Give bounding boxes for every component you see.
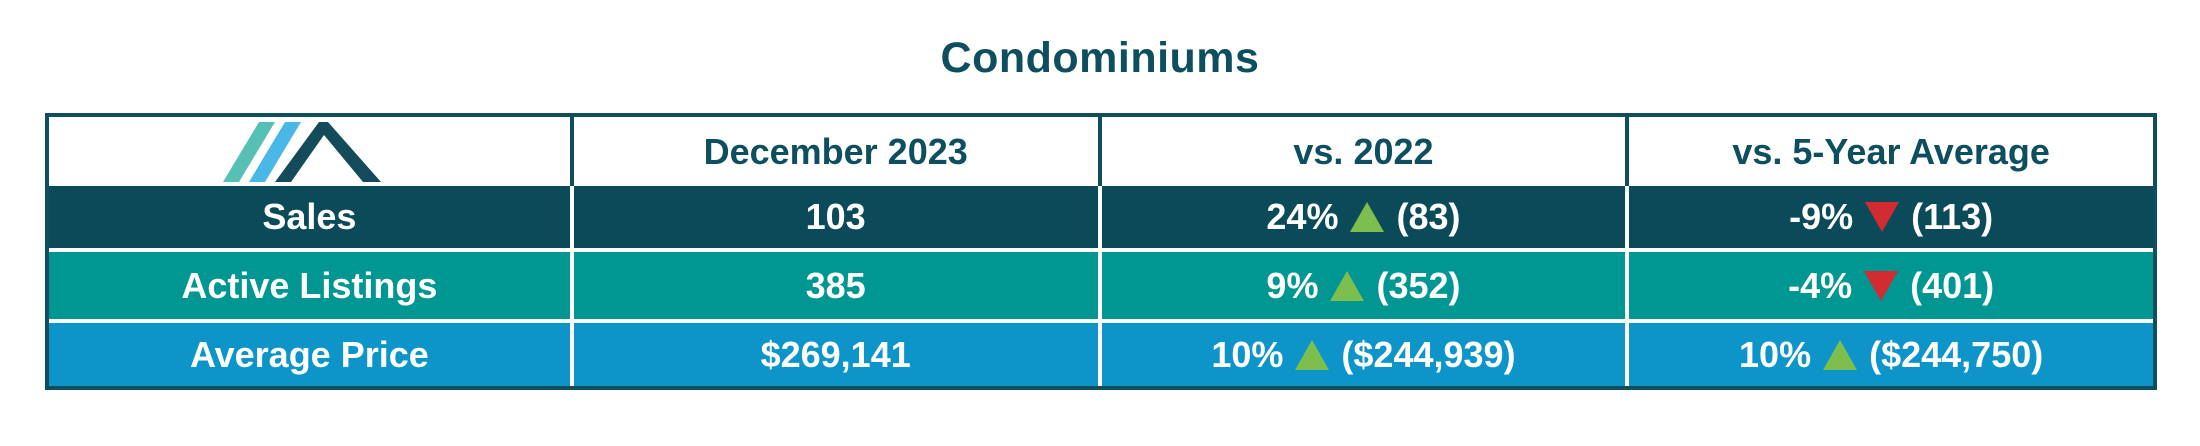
average-price-current-value: $269,141 bbox=[569, 323, 1098, 386]
active-listings-vs-2022-cell: 9% (352) bbox=[1097, 252, 1626, 319]
average-price-vs-5yr-cell: 10% ($244,750) bbox=[1625, 323, 2153, 386]
active-listings-current-value: 385 bbox=[569, 252, 1098, 319]
sales-current-value: 103 bbox=[569, 186, 1098, 248]
reference-value: (113) bbox=[1911, 196, 1994, 237]
active-listings-vs-5yr-cell: -4% (401) bbox=[1625, 252, 2153, 319]
stats-table: December 2023 vs. 2022 vs. 5-Year Averag… bbox=[45, 113, 2157, 390]
percent-change: 10% bbox=[1739, 333, 1812, 375]
reference-value: (352) bbox=[1376, 264, 1461, 306]
trend-down-icon bbox=[1865, 202, 1900, 232]
percent-change: 10% bbox=[1211, 333, 1284, 375]
row-label: Sales bbox=[262, 196, 357, 237]
sales-vs-5yr-cell: -9% (113) bbox=[1625, 186, 2153, 248]
sales-vs-2022-cell: 24% (83) bbox=[1097, 186, 1626, 248]
average-price-vs-2022-cell: 10% ($244,939) bbox=[1097, 323, 1626, 386]
table-row-sales: Sales 103 24% (83) -9% (113) bbox=[49, 186, 2153, 248]
column-header-vs-5-year-average: vs. 5-Year Average bbox=[1625, 117, 2153, 186]
mountain-roof-logo-icon bbox=[223, 121, 382, 182]
row-label: Active Listings bbox=[181, 264, 438, 306]
table-row-average-price: Average Price $269,141 10% ($244,939) 10… bbox=[49, 319, 2153, 386]
percent-change: -4% bbox=[1788, 264, 1853, 306]
percent-change: -9% bbox=[1789, 196, 1854, 237]
trend-up-icon bbox=[1823, 339, 1858, 370]
trend-up-icon bbox=[1330, 270, 1365, 301]
percent-change: 24% bbox=[1266, 196, 1339, 237]
reference-value: ($244,750) bbox=[1869, 333, 2044, 375]
reference-value: (83) bbox=[1396, 196, 1461, 237]
trend-down-icon bbox=[1864, 270, 1899, 301]
trend-up-icon bbox=[1350, 202, 1385, 232]
trend-up-icon bbox=[1295, 339, 1330, 370]
reference-value: (401) bbox=[1910, 264, 1995, 306]
row-label: Average Price bbox=[189, 333, 429, 375]
table-header-row: December 2023 vs. 2022 vs. 5-Year Averag… bbox=[49, 117, 2153, 186]
column-header-december-2023: December 2023 bbox=[569, 117, 1098, 186]
logo-cell bbox=[49, 117, 570, 186]
table-row-active-listings: Active Listings 385 9% (352) -4% (401) bbox=[49, 248, 2153, 319]
column-header-vs-2022: vs. 2022 bbox=[1097, 117, 1626, 186]
reference-value: ($244,939) bbox=[1341, 333, 1516, 375]
page-title: Condominiums bbox=[940, 34, 1260, 82]
percent-change: 9% bbox=[1266, 264, 1319, 306]
